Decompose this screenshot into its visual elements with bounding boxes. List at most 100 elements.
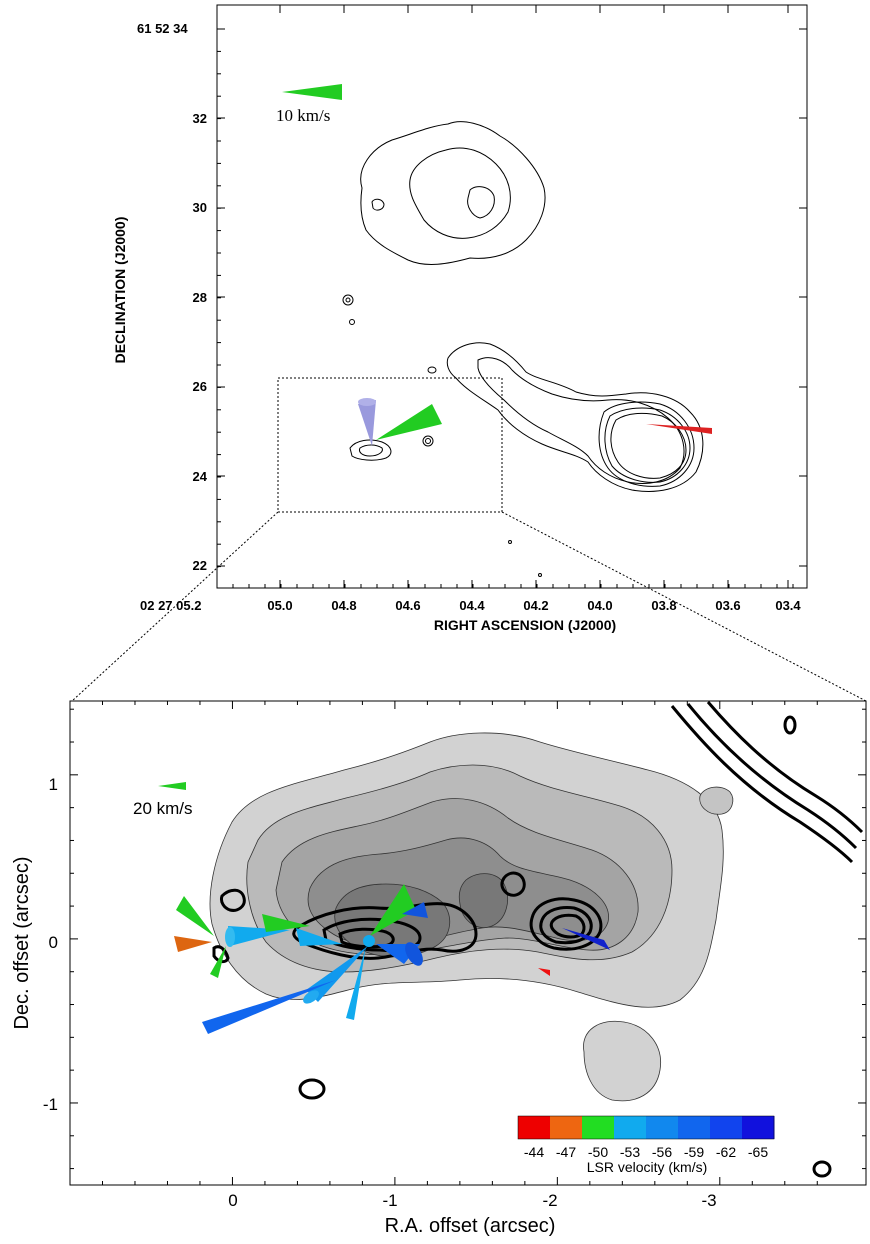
top-scale-arrow-label: 10 km/s: [276, 106, 330, 125]
vector-blue: [202, 980, 336, 1034]
black-contour: [529, 897, 603, 951]
top-x-axis-label: RIGHT ASCENSION (J2000): [434, 617, 616, 633]
gray-blob-north: [699, 786, 734, 815]
zoom-connector-right: [501, 511, 867, 702]
top-y-tick-label: 61 52 34: [137, 21, 188, 36]
top-vector-lavender-cap: [358, 398, 376, 406]
bottom-y-tick-label: 1: [49, 775, 58, 794]
top-x-tick-label: 03.6: [715, 598, 740, 613]
colorbar-label: LSR velocity (km/s): [587, 1159, 708, 1175]
vector-lightblue-cap: [363, 935, 375, 947]
contour-blob: [425, 438, 431, 444]
vector-green: [210, 946, 226, 978]
black-contour: [539, 906, 593, 945]
top-x-tick-label: 04.8: [331, 598, 356, 613]
top-vector-red: [646, 424, 712, 434]
black-contour-arc: [706, 701, 864, 834]
vector-blue: [562, 928, 610, 950]
contour-jet-outer: [446, 342, 704, 492]
vector-lightblue: [306, 946, 368, 1002]
contour-jet-mid: [477, 357, 685, 484]
colorbar: -44 -47 -50 -53 -56 -59 -62 -65: [517, 1115, 775, 1160]
contour-blob: [349, 319, 355, 325]
colorbar-swatch: [710, 1116, 743, 1139]
contour-north-spot: [371, 198, 385, 211]
bottom-x-tick-label: 0: [228, 1191, 237, 1210]
bottom-tick-marks: [70, 701, 866, 1185]
colorbar-tick-label: -65: [748, 1144, 768, 1160]
black-contour: [338, 927, 395, 949]
black-contour: [783, 715, 797, 735]
top-x-tick-label: 02 27 05.2: [140, 598, 201, 613]
top-x-tick-labels: 02 27 05.2 05.0 04.8 04.6 04.4 04.2 04.0…: [140, 598, 801, 613]
top-x-tick-label: 04.0: [587, 598, 612, 613]
colorbar-swatch: [742, 1116, 775, 1139]
contour-src-ring: [359, 444, 383, 457]
vector-lightblue: [346, 946, 366, 1020]
colorbar-swatch: [582, 1116, 615, 1139]
top-y-axis-label: DECLINATION (J2000): [112, 217, 128, 364]
vector-blue: [402, 902, 428, 918]
bottom-x-axis-label: R.A. offset (arcsec): [385, 1215, 556, 1237]
black-contour: [220, 888, 246, 912]
vector-orange: [174, 936, 212, 952]
top-x-tick-label: 04.6: [395, 598, 420, 613]
gray-blob-south: [583, 1020, 662, 1102]
vector-lightblue: [228, 926, 290, 946]
bottom-y-axis-label: Dec. offset (arcsec): [11, 856, 33, 1029]
gray-level-5b: [458, 873, 508, 928]
top-y-tick-labels: 61 52 34 32 30 28 26 24 22: [137, 21, 208, 573]
bottom-panel: 20 km/s 1 0 -1 0 -1 -2 -3 R.A. offset (a…: [11, 700, 867, 1237]
top-tick-marks: [216, 5, 807, 588]
bottom-scale-arrow-label: 20 km/s: [133, 799, 193, 818]
contour-north-hole: [467, 186, 495, 219]
black-contour: [298, 1078, 326, 1100]
bottom-scale-arrow: [158, 782, 186, 790]
black-contour-arc: [670, 705, 854, 864]
top-y-tick-label: 32: [193, 111, 207, 126]
top-contours: [342, 121, 704, 577]
colorbar-swatch: [518, 1116, 551, 1139]
bottom-image: [174, 701, 864, 1178]
black-contour: [812, 1160, 832, 1178]
contour-core-ring: [604, 407, 691, 483]
bottom-x-tick-labels: 0 -1 -2 -3: [228, 1191, 716, 1210]
colorbar-tick-label: -47: [556, 1144, 576, 1160]
colorbar-tick-label: -62: [716, 1144, 736, 1160]
top-y-tick-label: 26: [193, 379, 207, 394]
top-panel: 61 52 34 32 30 28 26 24 22 02 27 05.2 05…: [112, 4, 808, 633]
colorbar-tick-label: -59: [684, 1144, 704, 1160]
contour-core-ring: [610, 412, 687, 479]
top-y-tick-label: 22: [193, 558, 207, 573]
black-contour: [322, 917, 422, 952]
top-y-tick-label: 24: [193, 469, 208, 484]
bottom-x-tick-label: -3: [701, 1191, 716, 1210]
bottom-x-tick-label: -1: [382, 1191, 397, 1210]
contour-core-ring: [598, 401, 695, 487]
top-y-tick-label: 30: [193, 200, 207, 215]
bottom-x-tick-label: -2: [542, 1191, 557, 1210]
maser-vectors: [174, 884, 610, 1034]
vector-green: [176, 896, 214, 936]
vector-blue-cap: [405, 942, 423, 966]
colorbar-swatch: [646, 1116, 679, 1139]
top-x-tick-label: 03.8: [651, 598, 676, 613]
top-x-tick-label: 04.4: [459, 598, 485, 613]
top-y-tick-label: 28: [193, 290, 207, 305]
contour-north-outer: [360, 121, 546, 265]
vector-lightblue: [296, 928, 342, 946]
contour-blob: [508, 540, 512, 544]
zoom-connector-left: [71, 511, 279, 702]
vector-green: [262, 914, 310, 932]
bottom-y-tick-labels: 1 0 -1: [43, 775, 58, 1114]
vector-green: [370, 884, 416, 936]
colorbar-tick-label: -50: [588, 1144, 608, 1160]
contour-blob: [427, 366, 437, 374]
vector-lightblue-cap: [225, 927, 235, 947]
colorbar-swatch: [550, 1116, 583, 1139]
colorbar-tick-label: -44: [524, 1144, 544, 1160]
bottom-plot-frame: [69, 700, 867, 1186]
colorbar-tick-label: -56: [652, 1144, 672, 1160]
vector-lightblue-cap: [303, 990, 319, 1004]
